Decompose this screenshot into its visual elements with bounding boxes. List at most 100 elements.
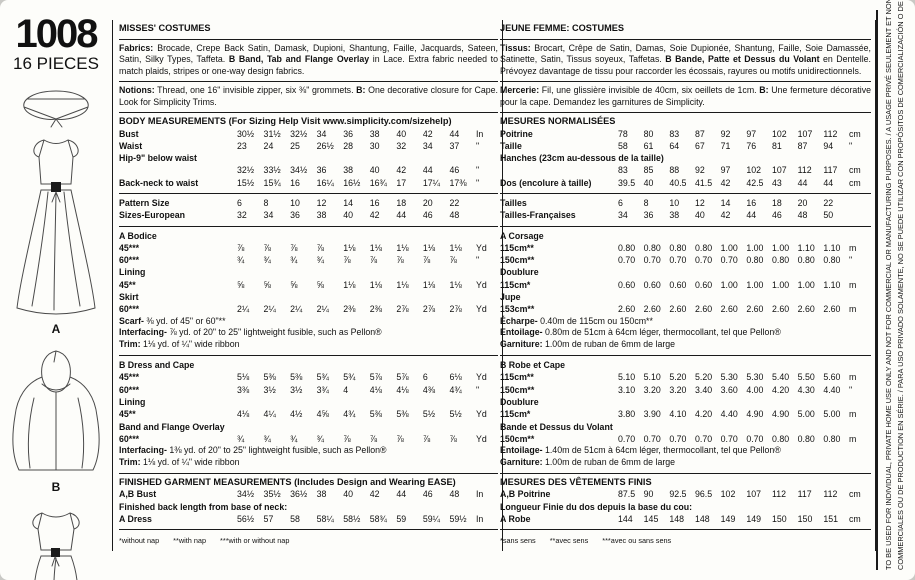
row-label: Poitrine: [500, 128, 533, 139]
en-body-measurements-table: Bust 30½ 31½ 32½ 34 36 38 40 42 44 In Waist 23 24 25 26…: [119, 128, 498, 189]
note-text: 0.80m de 51cm à 64cm léger, thermocollan…: [542, 327, 781, 338]
cape-b-sketch: [12, 350, 100, 471]
row-label: 45***: [119, 372, 140, 383]
row-value: ⅞: [422, 255, 431, 266]
table-row: 32½ 33½ 34½ 36 38 40 42 44 46 ": [119, 164, 498, 176]
en-view-a-yardage-table: A Bodice 45*** ⅞ ⅞ ⅞ ⅞ 1⅛ 1⅛ 1⅛ 1⅛ 1⅛ Yd 60*** ¾ ¾ ¾ ¾ ⅞ ⅞…: [119, 230, 498, 316]
row-unit: cm: [848, 165, 861, 176]
row-value: 8: [263, 197, 269, 208]
row-value: 0.80: [746, 255, 764, 266]
row-unit: ": [475, 255, 480, 266]
row-value: 5¾: [343, 372, 356, 383]
row-label: 60***: [119, 433, 140, 444]
table-row: Hanches (23cm au-dessous de la taille): [500, 152, 871, 164]
note-label: Interfacing-: [119, 445, 167, 456]
row-value: 0.60: [643, 279, 661, 290]
row-label: 60***: [119, 384, 140, 395]
row-label: B Robe et Cape: [500, 360, 566, 371]
table-row: 60*** ¾ ¾ ¾ ¾ ⅞ ⅞ ⅞ ⅞ ⅞ ": [119, 254, 498, 266]
row-value: 0.60: [618, 279, 636, 290]
row-value: 35½: [263, 489, 281, 500]
row-value: 0.80: [669, 242, 687, 253]
row-unit: ": [848, 140, 853, 151]
row-label: Waist: [119, 140, 143, 151]
yardage-note: Trim: 1⅛ yd. of ¼" wide ribbon: [119, 339, 498, 351]
row-label: A,B Bust: [119, 489, 157, 500]
row-value: 148: [694, 513, 710, 524]
row-label: A Corsage: [500, 230, 544, 241]
table-row: Poitrine 78 80 83 87 92 97 102 107 112 cm: [500, 128, 871, 140]
table-row: 150cm** 0.70 0.70 0.70 0.70 0.70 0.80 0.80 0.80 0…: [500, 254, 871, 266]
row-value: 16½: [343, 177, 361, 188]
row-label: Taille: [500, 140, 522, 151]
row-label: Tailles-Françaises: [500, 210, 576, 221]
row-value: 64: [669, 140, 680, 151]
row-value: 2¼: [263, 304, 276, 315]
table-row: 115cm** 5.10 5.10 5.20 5.20 5.30 5.30 5.40 5.50 5…: [500, 371, 871, 383]
row-value: 92: [694, 165, 705, 176]
note-text: 1.40m de 51cm à 64cm léger, thermocollan…: [542, 445, 781, 456]
note-label: Entoilage-: [500, 445, 543, 456]
row-value: 112: [771, 489, 787, 500]
nap-footnote: *without nap: [119, 536, 160, 546]
row-value: 6: [422, 372, 428, 383]
row-value: 38: [669, 210, 680, 221]
row-value: 5⅜: [290, 372, 303, 383]
table-row: Skirt: [119, 291, 498, 303]
table-row: 150cm** 3.10 3.20 3.20 3.40 3.60 4.00 4.20 4.30 4…: [500, 384, 871, 396]
row-label: Tailles: [500, 197, 527, 208]
row-label: B Dress and Cape: [119, 360, 195, 371]
yardage-note: Entoilage- 0.80m de 51cm à 64cm léger, t…: [500, 327, 871, 339]
row-value: 18: [396, 197, 407, 208]
row-value: 58½: [343, 513, 361, 524]
row-value: 10: [669, 197, 680, 208]
row-value: 56½: [237, 513, 255, 524]
en-fabrics-bold: B Band, Tab and Flange Overlay: [228, 54, 370, 64]
row-label: 45***: [119, 242, 140, 253]
row-value: 0.60: [694, 279, 713, 290]
row-value: 117: [823, 165, 838, 176]
row-value: 0.70: [643, 255, 661, 266]
row-unit: m: [848, 242, 857, 253]
row-value: ¾: [237, 255, 245, 266]
row-value: ¾: [290, 433, 298, 444]
row-value: ⅞: [396, 255, 404, 266]
row-label: A Robe: [500, 513, 531, 524]
row-value: 38: [316, 489, 327, 500]
row-value: 112: [823, 128, 838, 139]
row-value: 42.5: [746, 177, 764, 188]
row-value: 16¼: [316, 177, 334, 188]
row-unit: Yd: [475, 433, 487, 444]
row-value: 0.80: [618, 242, 636, 253]
en-notions-label: Notions:: [119, 85, 155, 95]
row-value: 96.5: [694, 489, 713, 500]
row-label: A,B Poitrine: [500, 489, 551, 500]
row-value: 88: [669, 165, 680, 176]
row-value: 4¾: [449, 384, 462, 395]
row-value: 34: [263, 210, 274, 221]
row-value: 36: [343, 128, 354, 139]
table-row: 115cm* 0.60 0.60 0.60 0.60 1.00 1.00 1.00 1.00 1.…: [500, 279, 871, 291]
row-value: 57: [263, 513, 274, 524]
row-value: 1.10: [823, 279, 841, 290]
row-value: 1⅛: [422, 242, 436, 253]
row-value: 34: [422, 140, 433, 151]
row-value: 1⅛: [422, 279, 436, 290]
row-value: 3.10: [618, 384, 636, 395]
fr-body-measurements-header: MESURES NORMALISÉES: [500, 116, 616, 126]
row-value: 1⅛: [343, 279, 356, 290]
table-row: Doublure: [500, 266, 871, 278]
row-value: 2.60: [618, 304, 636, 315]
row-value: 0.70: [694, 255, 713, 266]
row-value: 1⅛: [449, 242, 462, 253]
row-value: 2.60: [797, 304, 815, 315]
table-row: 153cm** 2.60 2.60 2.60 2.60 2.60 2.60 2.60 2.60 2…: [500, 303, 871, 315]
row-value: 61: [643, 140, 654, 151]
fr-view-b-notes: Entoilage- 1.40m de 51cm à 64cm léger, t…: [500, 445, 871, 469]
row-value: 0.80: [771, 433, 790, 444]
table-row: A,B Poitrine 87.5 90 92.5 96.5 102 107 112 117 11…: [500, 488, 871, 500]
legal-text: TO BE USED FOR INDIVIDUAL, PRIVATE HOME …: [883, 0, 909, 570]
row-value: 20: [797, 197, 808, 208]
row-value: 38: [369, 128, 380, 139]
row-unit: ": [475, 140, 480, 151]
